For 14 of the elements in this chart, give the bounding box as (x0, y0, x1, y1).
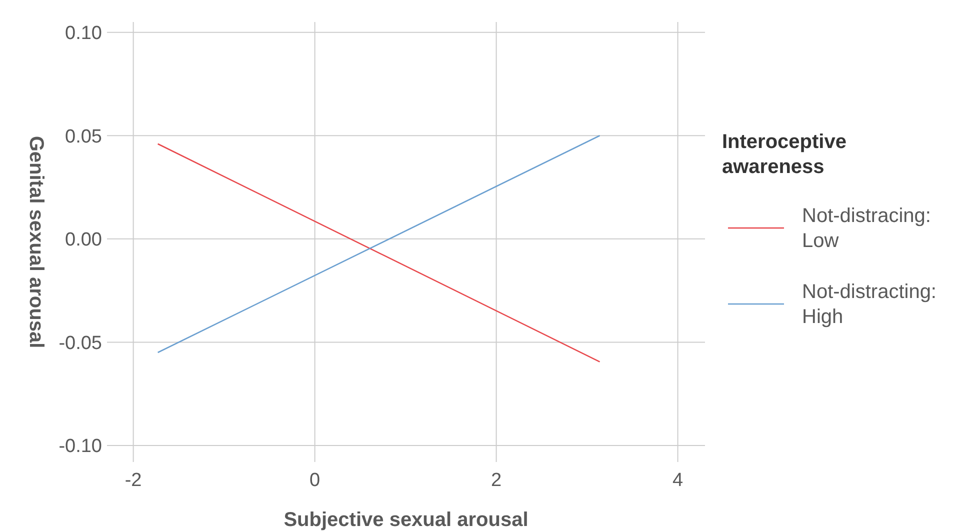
x-tick-label: 4 (672, 470, 684, 491)
y-tick-label: -0.05 (58, 332, 102, 354)
y-tick-label: -0.10 (58, 436, 102, 458)
y-tick-label: 0.10 (65, 22, 102, 44)
legend-label: Not-distracting: High (802, 281, 936, 328)
y-axis-title: Genital sexual arousal (25, 136, 47, 348)
x-tick-label: 2 (491, 470, 502, 491)
y-tick-label: 0.05 (65, 126, 102, 148)
x-tick-label: -2 (124, 470, 142, 491)
y-tick-label: 0.00 (65, 230, 102, 251)
x-axis-title: Subjective sexual arousal (284, 509, 528, 531)
x-tick-label: 0 (310, 470, 320, 491)
legend-label: Not-distracing: Low (802, 205, 931, 252)
legend-title: Interoceptive awareness (722, 131, 846, 178)
